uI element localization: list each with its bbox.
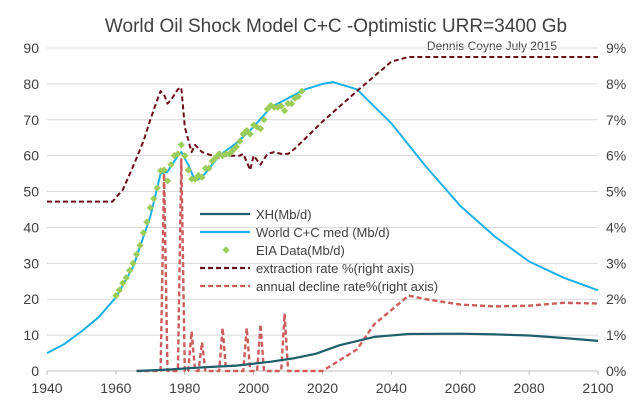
eia-data-point (184, 166, 192, 174)
x-tick-label: 1960 (100, 380, 131, 396)
legend-label: XH(Mb/d) (256, 207, 312, 222)
series-decline-rate-line (136, 158, 599, 373)
x-tick-label: 1940 (31, 380, 62, 396)
x-tick-label: 2080 (514, 380, 545, 396)
eia-data-point (277, 102, 285, 110)
y-left-tick-label: 60 (23, 148, 39, 164)
legend-label: annual decline rate%(right axis) (256, 279, 438, 294)
x-tick-label: 2100 (582, 380, 613, 396)
y-left-tick-label: 20 (23, 291, 39, 307)
eia-data-point (160, 166, 168, 174)
eia-data-point (198, 173, 206, 181)
eia-data-point (150, 195, 158, 203)
y-right-tick-label: 8% (606, 76, 626, 92)
eia-data-point (167, 161, 175, 169)
x-tick-label: 2040 (376, 380, 407, 396)
eia-data-point (263, 105, 271, 113)
x-tick-label: 1980 (169, 380, 200, 396)
legend-item: EIA Data(Mb/d) (222, 243, 345, 258)
legend-label: World C+C med (Mb/d) (256, 225, 390, 240)
legend-item: annual decline rate%(right axis) (200, 279, 438, 294)
eia-data-point (112, 292, 120, 300)
y-right-tick-label: 2% (606, 291, 626, 307)
legend: XH(Mb/d) World C+C med (Mb/d) EIA Data(Mb/… (200, 207, 438, 294)
eia-data-point (174, 150, 182, 158)
eia-data-point (260, 116, 268, 124)
series-layer (46, 56, 599, 373)
eia-data-point (294, 92, 302, 101)
y-right-tick-label: 5% (606, 184, 626, 200)
y-left-tick-label: 0 (31, 363, 39, 379)
eia-data-point (298, 87, 306, 95)
y-left-tick-label: 30 (23, 255, 39, 271)
y-right-tick-label: 6% (606, 148, 626, 164)
eia-data-point (126, 266, 134, 275)
eia-data-point (122, 274, 130, 282)
eia-data-point (205, 164, 213, 172)
y-right-tick-label: 3% (606, 255, 626, 271)
legend-label: extraction rate %(right axis) (256, 261, 414, 276)
eia-data-point (132, 250, 141, 258)
y-left-tick-label: 80 (23, 76, 39, 92)
y-left-tick-label: 50 (23, 184, 39, 200)
y-right-tick-label: 0% (606, 363, 626, 379)
eia-data-point (281, 107, 289, 115)
y-left-tick-label: 10 (23, 327, 39, 343)
legend-marker (222, 246, 230, 254)
legend-item: World C+C med (Mb/d) (200, 225, 390, 240)
legend-item: extraction rate %(right axis) (200, 261, 414, 276)
eia-data-point (146, 204, 154, 212)
eia-data-point (181, 152, 189, 160)
chart-subtitle: Dennis Coyne July 2015 (427, 39, 557, 53)
gridlines (47, 47, 598, 336)
eia-data-point (136, 241, 144, 249)
eia-data-point (163, 177, 172, 185)
y-left-tick-label: 40 (23, 219, 39, 235)
x-tick-label: 2020 (307, 380, 338, 396)
y-right-tick-label: 7% (606, 112, 626, 128)
eia-data-point (115, 286, 123, 294)
series-xh-line (136, 332, 599, 373)
legend-item: XH(Mb/d) (200, 207, 312, 222)
eia-data-point (291, 94, 299, 102)
eia-data-point (177, 141, 185, 149)
legend-label: EIA Data(Mb/d) (256, 243, 345, 258)
eia-data-point (287, 100, 296, 108)
y-left-tick-label: 70 (23, 112, 39, 128)
axes: 0 10 20 30 40 50 60 70 80 90 0% 1% 2% 3% 4% 5% 6% 7% 8% 9% 1… (23, 40, 626, 396)
x-tick-label: 2060 (445, 380, 476, 396)
y-right-tick-label: 9% (606, 40, 626, 56)
x-tick-label: 2000 (238, 380, 269, 396)
y-left-tick-label: 90 (23, 40, 39, 56)
y-right-tick-label: 1% (606, 327, 626, 343)
eia-data-point (139, 229, 148, 237)
series-eia-data-markers (112, 87, 306, 300)
eia-data-point (232, 143, 241, 151)
eia-data-point (143, 218, 151, 226)
eia-data-point (129, 259, 137, 267)
eia-data-point (236, 137, 244, 145)
eia-data-point (153, 184, 161, 192)
y-right-tick-label: 4% (606, 219, 626, 235)
eia-data-point (253, 123, 261, 131)
eia-data-point (119, 279, 127, 287)
eia-data-point (246, 130, 254, 138)
chart-title: World Oil Shock Model C+C -Optimistic UR… (105, 16, 567, 37)
eia-data-point (256, 125, 265, 133)
